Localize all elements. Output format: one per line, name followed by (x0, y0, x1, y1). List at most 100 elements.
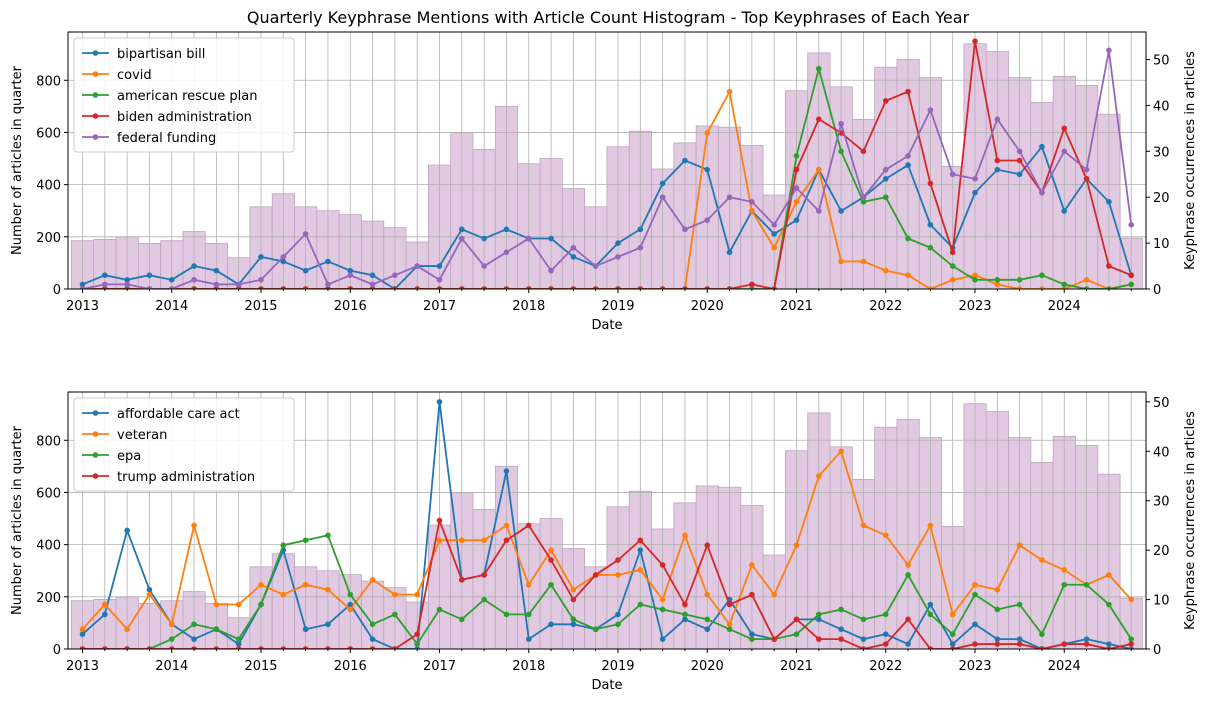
series-point (1039, 143, 1045, 150)
series-point (637, 567, 644, 573)
series-point (347, 286, 354, 289)
right-y-axis-label: Keyphrase occurrences in articles (1183, 411, 1198, 630)
series-point (124, 646, 130, 649)
series-point (503, 522, 510, 529)
series-point (325, 586, 331, 593)
series-point (949, 249, 956, 256)
series-point (927, 221, 934, 228)
series-point (1083, 286, 1090, 289)
series-point (637, 537, 644, 544)
series-point (302, 626, 309, 633)
series-point (436, 517, 443, 524)
series-point (972, 189, 978, 196)
series-point (213, 646, 220, 649)
series-point (280, 286, 287, 289)
series-point (168, 277, 175, 283)
series-point (1061, 581, 1068, 588)
series-point (860, 199, 867, 205)
series-point (213, 267, 220, 274)
series-point (972, 641, 978, 647)
series-point (235, 286, 242, 289)
series-point (838, 606, 844, 613)
series-point (994, 166, 1001, 173)
series-point (191, 286, 197, 289)
series-point (280, 258, 287, 265)
x-axis: 2013 2014 2015 2016 2017 2018 2019 2020 2021 2022… (66, 649, 1132, 674)
series-point (459, 226, 465, 233)
series-point (392, 272, 398, 279)
series-point (325, 281, 331, 288)
series-point (347, 591, 354, 598)
series-point (949, 631, 956, 637)
series-point (949, 641, 956, 647)
series-point (302, 231, 309, 237)
series-point (1016, 542, 1023, 549)
series-point (994, 586, 1001, 593)
series-point (481, 537, 487, 544)
series-point (882, 194, 889, 201)
series-point (882, 267, 889, 274)
series-point (191, 277, 197, 283)
series-point (637, 226, 644, 233)
series-point (1106, 263, 1112, 269)
series-point (905, 162, 911, 168)
series-point (570, 621, 577, 628)
series-point (124, 626, 130, 633)
series-point (838, 208, 844, 214)
series-point (213, 286, 220, 289)
series-point (838, 258, 844, 265)
series-line (82, 65, 1132, 289)
series-point (771, 636, 777, 642)
x-tick-label: 2022 (869, 659, 902, 674)
series-point (726, 601, 733, 608)
series-line (82, 144, 1133, 289)
series-point (659, 606, 666, 613)
series-point (302, 581, 309, 588)
series-point (905, 616, 911, 623)
series-point (860, 646, 867, 649)
series-point (838, 448, 844, 455)
series-point (816, 636, 822, 642)
series-point (615, 240, 621, 246)
series-point (615, 557, 621, 563)
series-point (392, 286, 398, 289)
series-point (860, 616, 867, 623)
series-point (793, 217, 800, 223)
right-y-axis: 0 10 20 30 40 50 (1146, 54, 1170, 298)
series-point (258, 581, 264, 588)
series-point (972, 272, 978, 279)
series-point (726, 194, 733, 201)
series-point (905, 562, 911, 568)
legend-label: trump administration (117, 470, 255, 485)
series-point (905, 88, 911, 95)
series-point (191, 263, 197, 269)
series-point (235, 281, 242, 288)
legend-item: trump administration (82, 470, 255, 485)
x-tick-label: 2018 (512, 659, 545, 674)
series-point (949, 611, 956, 618)
series-point (882, 98, 889, 104)
legend-swatch-marker (92, 134, 99, 140)
series-point (682, 226, 688, 233)
series-point (436, 277, 443, 283)
x-tick-label: 2016 (334, 659, 367, 674)
right-tick-label: 50 (1153, 54, 1170, 69)
legend-box (73, 37, 295, 153)
series-point (860, 148, 867, 155)
chart-title: Quarterly Keyphrase Mentions with Articl… (247, 8, 970, 27)
right-tick-label: 20 (1153, 544, 1170, 559)
series-point (994, 636, 1001, 642)
series-point (280, 646, 287, 649)
series-point (793, 185, 800, 191)
series-point (459, 616, 465, 623)
x-tick-label: 2016 (334, 299, 367, 314)
series-point (436, 399, 443, 405)
series-federal-funding (79, 47, 1134, 289)
series-point (503, 286, 510, 289)
series-point (102, 601, 108, 608)
legend-swatch-marker (92, 113, 99, 119)
series-point (704, 166, 711, 173)
series-point (637, 601, 644, 608)
series-point (1061, 281, 1068, 288)
